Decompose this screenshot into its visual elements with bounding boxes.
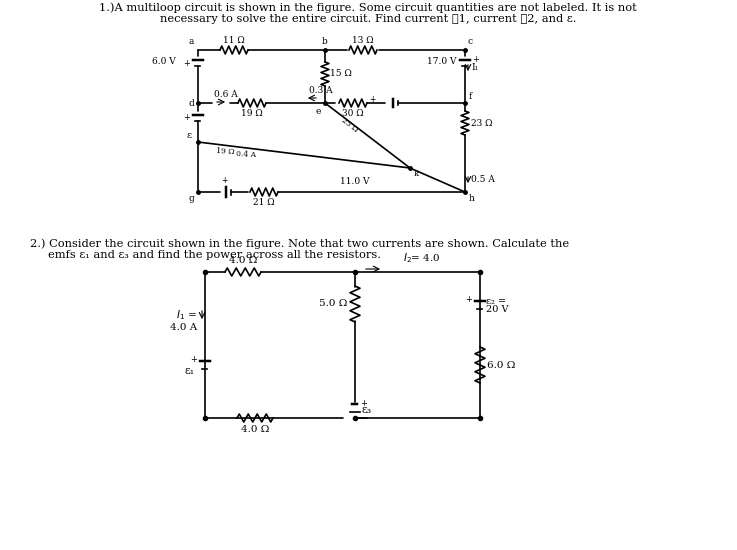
Text: a: a xyxy=(189,37,194,46)
Text: 4.0 A: 4.0 A xyxy=(170,322,197,332)
Text: $I_1$ =: $I_1$ = xyxy=(176,308,197,322)
Text: 6.0 Ω: 6.0 Ω xyxy=(487,360,515,370)
Text: 19 Ω: 19 Ω xyxy=(241,109,263,118)
Text: +: + xyxy=(465,295,472,305)
Text: $I_2$= 4.0: $I_2$= 4.0 xyxy=(403,251,441,265)
Text: 30 Ω: 30 Ω xyxy=(342,109,364,118)
Text: +: + xyxy=(221,176,227,185)
Text: 11 Ω: 11 Ω xyxy=(223,36,245,45)
Text: I₁: I₁ xyxy=(471,63,478,73)
Text: 23 Ω: 23 Ω xyxy=(471,118,492,128)
Text: 2.) Consider the circuit shown in the figure. Note that two currents are shown. : 2.) Consider the circuit shown in the fi… xyxy=(30,238,569,249)
Text: e: e xyxy=(315,107,321,116)
Text: f: f xyxy=(469,92,472,101)
Text: ε₂ =: ε₂ = xyxy=(486,296,506,305)
Text: necessary to solve the entire circuit. Find current ͉1, current ͉2, and ε.: necessary to solve the entire circuit. F… xyxy=(160,14,576,24)
Text: h: h xyxy=(469,194,475,203)
Text: 20 V: 20 V xyxy=(486,305,509,314)
Text: +: + xyxy=(360,399,367,408)
Text: 1.)A multiloop circuit is shown in the figure. Some circuit quantities are not l: 1.)A multiloop circuit is shown in the f… xyxy=(99,2,637,13)
Text: emfs ε₁ and ε₃ and find the power across all the resistors.: emfs ε₁ and ε₃ and find the power across… xyxy=(48,250,381,260)
Text: +: + xyxy=(369,95,375,103)
Text: 4.0 Ω: 4.0 Ω xyxy=(241,425,269,434)
Text: +: + xyxy=(190,355,197,365)
Text: 5.0 Ω: 5.0 Ω xyxy=(318,300,347,309)
Text: 13 Ω: 13 Ω xyxy=(352,36,374,45)
Text: 0.3 A: 0.3 A xyxy=(310,86,333,95)
Text: ε₃: ε₃ xyxy=(362,405,372,415)
Text: +: + xyxy=(472,54,479,63)
Text: 6.0 V: 6.0 V xyxy=(153,58,176,67)
Text: 0.5 A: 0.5 A xyxy=(471,175,495,184)
Text: 19 Ω: 19 Ω xyxy=(216,147,235,156)
Text: g: g xyxy=(188,194,194,203)
Text: +: + xyxy=(183,113,190,122)
Text: 0.6 A: 0.6 A xyxy=(214,90,238,99)
Text: 15 Ω: 15 Ω xyxy=(330,69,352,79)
Text: 21 Ω: 21 Ω xyxy=(254,198,275,207)
Text: b: b xyxy=(322,37,328,46)
Text: 0.4 A: 0.4 A xyxy=(236,150,256,159)
Text: 4.0 Ω: 4.0 Ω xyxy=(228,256,257,265)
Text: k: k xyxy=(414,170,419,178)
Text: 25 Ω: 25 Ω xyxy=(340,117,359,134)
Text: d: d xyxy=(188,98,194,107)
Text: 11.0 V: 11.0 V xyxy=(340,177,370,186)
Text: +: + xyxy=(183,59,190,69)
Text: ε: ε xyxy=(187,131,192,140)
Text: 17.0 V: 17.0 V xyxy=(427,58,457,67)
Text: c: c xyxy=(468,37,473,46)
Text: ε₁: ε₁ xyxy=(185,366,195,376)
